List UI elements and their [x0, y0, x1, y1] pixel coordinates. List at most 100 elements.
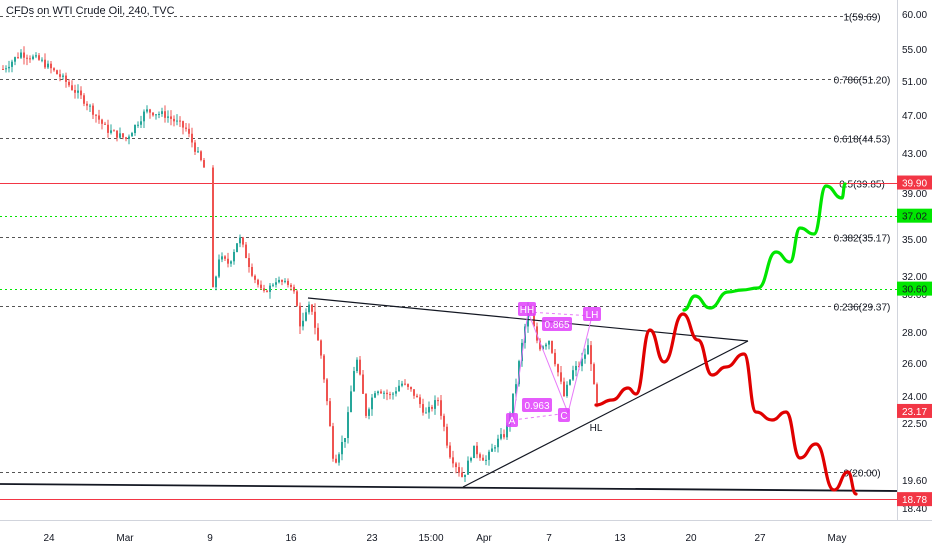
x-tick-label: May: [828, 533, 847, 544]
candle-body: [56, 70, 58, 75]
x-tick-label: 7: [546, 533, 552, 544]
candle-body: [227, 258, 229, 264]
candle-body: [164, 111, 166, 118]
pattern-label-box: [518, 302, 536, 316]
projection-bullish: [682, 182, 847, 312]
fib-label: 0(20.00): [843, 469, 880, 480]
candle-body: [182, 121, 184, 128]
fib-label: 0.786(51.20): [834, 76, 891, 87]
price-label-box: [897, 208, 932, 223]
candle-body: [365, 393, 367, 416]
candle-body: [173, 118, 175, 122]
y-tick-label: 32.00: [902, 272, 927, 283]
y-tick-label: 47.00: [902, 111, 927, 122]
candle-body: [374, 393, 376, 398]
candle-body: [224, 256, 226, 259]
candle-body: [341, 442, 343, 455]
pattern-label-box: [558, 408, 570, 422]
candle-body: [380, 391, 382, 394]
candle-body: [167, 116, 169, 118]
candle-body: [71, 85, 73, 90]
candle-body: [305, 312, 307, 321]
candle-body: [185, 127, 187, 129]
candle-body: [467, 460, 469, 475]
candle-body: [485, 459, 487, 461]
candle-body: [470, 458, 472, 461]
y-tick-label: 24.00: [902, 392, 927, 403]
candle-body: [68, 81, 70, 86]
y-tick-label: 22.50: [902, 419, 927, 430]
candle-body: [278, 279, 280, 283]
candle-body: [11, 61, 13, 67]
candle-body: [311, 304, 313, 312]
y-tick-label: 55.00: [902, 45, 927, 56]
x-tick-label: 27: [754, 533, 766, 544]
candle-body: [554, 352, 556, 365]
candle-body: [74, 89, 76, 93]
price-label: 39.90: [902, 179, 927, 190]
y-tick-label: 26.00: [902, 359, 927, 370]
pattern-ratio-line: [527, 311, 593, 317]
candle-body: [452, 457, 454, 464]
candle-body: [239, 237, 241, 244]
candle-body: [563, 381, 565, 396]
candle-body: [359, 359, 361, 375]
candle-body: [146, 109, 148, 112]
candle-body: [155, 114, 157, 116]
x-tick-label: Apr: [476, 533, 492, 544]
candle-body: [422, 404, 424, 413]
y-tick-label: 51.00: [902, 77, 927, 88]
candle-body: [437, 400, 439, 402]
candle-body: [77, 90, 79, 93]
candle-body: [587, 345, 589, 355]
candle-body: [29, 58, 31, 60]
candle-body: [542, 346, 544, 350]
candle-body: [383, 392, 385, 394]
candle-body: [62, 75, 64, 77]
support-line: [0, 483, 898, 492]
candle-body: [458, 467, 460, 473]
candle-body: [200, 151, 202, 161]
candle-body: [41, 59, 43, 61]
candle-body: [443, 415, 445, 427]
candle-body: [233, 251, 235, 262]
candle-body: [338, 454, 340, 463]
candle-body: [506, 424, 508, 438]
candle-body: [260, 284, 262, 289]
pattern-label: LH: [586, 310, 599, 321]
x-tick-label: 16: [285, 533, 297, 544]
fib-label: 0.236(29.37): [834, 303, 891, 314]
candle-body: [272, 284, 274, 286]
candle-body: [248, 258, 250, 268]
candle-body: [482, 457, 484, 461]
time-axis-bg: [0, 520, 932, 550]
candle-body: [80, 90, 82, 96]
candle-body: [194, 142, 196, 152]
candle-body: [269, 285, 271, 292]
candle-body: [584, 354, 586, 359]
candle-body: [596, 384, 598, 403]
candle-body: [395, 391, 397, 394]
y-tick-label: 19.60: [902, 476, 927, 487]
candle-body: [455, 463, 457, 468]
candle-body: [344, 438, 346, 443]
candle-body: [218, 259, 220, 277]
candle-body: [59, 74, 61, 77]
candle-body: [65, 75, 67, 82]
candle-body: [476, 445, 478, 455]
candle-body: [266, 290, 268, 292]
candle-body: [140, 121, 142, 125]
candle-body: [44, 59, 46, 68]
candle-body: [449, 445, 451, 458]
candle-body: [221, 256, 223, 260]
price-label: 37.02: [902, 212, 927, 223]
candle-body: [215, 276, 217, 288]
candle-body: [479, 454, 481, 458]
y-tick-label: 18.40: [902, 504, 927, 515]
candle-body: [512, 393, 514, 414]
candle-body: [161, 111, 163, 114]
candle-body: [581, 358, 583, 367]
fib-label: 0.5(39.85): [839, 180, 885, 191]
candle-body: [578, 365, 580, 367]
